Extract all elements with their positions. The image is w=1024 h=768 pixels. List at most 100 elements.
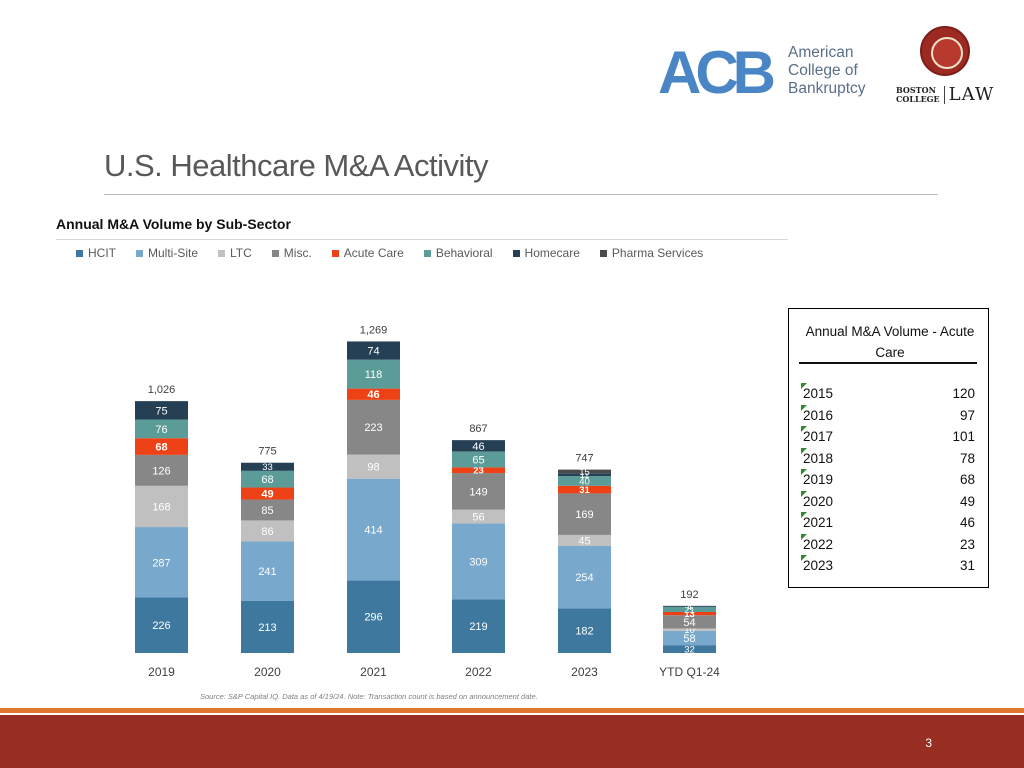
boston-college-law-logo: BOSTON COLLEGE LAW bbox=[896, 84, 994, 105]
acb-logo-letters: ACB bbox=[658, 39, 776, 106]
bar-segment-homecare bbox=[347, 341, 400, 360]
acb-logo-text: American College of Bankruptcy bbox=[788, 44, 866, 98]
data-label-ltc: 168 bbox=[152, 501, 170, 513]
x-axis-tick-label: 2023 bbox=[571, 665, 598, 679]
acute-care-year: 2018 bbox=[803, 450, 834, 466]
legend-label: LTC bbox=[230, 246, 252, 260]
acute-care-table-rows: 2015 120 2016 97 2017 101 2018 78 2019 68 2020 49 20… bbox=[801, 383, 975, 580]
bar-segment-misc bbox=[135, 454, 188, 486]
bar-segment-hcit bbox=[135, 597, 188, 653]
acb-logo: ACB American College of Bankruptcy bbox=[658, 42, 898, 104]
data-label-misc: 126 bbox=[152, 465, 170, 477]
data-label-behavioral: 21 bbox=[684, 605, 695, 616]
slide-title: U.S. Healthcare M&A Activity bbox=[104, 148, 488, 183]
page-number: 3 bbox=[925, 736, 932, 750]
cell-note-flag-icon bbox=[801, 447, 807, 454]
data-label-homecare: 33 bbox=[262, 462, 273, 473]
acute-care-year: 2016 bbox=[803, 407, 834, 423]
bar-total-label: 1,026 bbox=[148, 384, 176, 396]
acute-care-value: 101 bbox=[952, 429, 975, 444]
boston-college-seal bbox=[920, 26, 970, 76]
legend-label: Misc. bbox=[283, 246, 312, 260]
data-label-ltc: 56 bbox=[472, 511, 484, 523]
legend-label: Pharma Services bbox=[611, 246, 704, 260]
acute-care-value: 31 bbox=[959, 558, 975, 573]
chart-title: Annual M&A Volume by Sub-Sector bbox=[56, 216, 291, 232]
data-label-multi-site: 287 bbox=[152, 557, 170, 569]
cell-note-flag-icon bbox=[801, 469, 807, 475]
bar-segment-behavioral bbox=[347, 359, 400, 389]
acute-care-value: 78 bbox=[959, 450, 975, 466]
data-label-misc: 169 bbox=[575, 509, 593, 521]
legend-swatch bbox=[76, 249, 83, 257]
bar-segment-hcit bbox=[452, 599, 505, 653]
legend-item-ltc: LTC bbox=[218, 246, 252, 260]
bar-segment-homecare bbox=[135, 401, 188, 420]
legend-swatch bbox=[331, 249, 339, 257]
data-label-acute-care: 13 bbox=[684, 609, 695, 620]
legend-item-misc: Misc. bbox=[271, 246, 312, 260]
bar-segment-acute-care bbox=[452, 467, 505, 474]
bar-total-label: 1,269 bbox=[360, 324, 388, 336]
bar-segment-hcit bbox=[663, 645, 716, 653]
x-axis-tick-label: YTD Q1-24 bbox=[659, 665, 720, 679]
legend-swatch bbox=[599, 249, 607, 257]
legend-swatch bbox=[512, 249, 520, 257]
acute-care-value: 120 bbox=[952, 386, 975, 401]
bar-segment-misc bbox=[452, 473, 505, 510]
bar-segment-multi-site bbox=[663, 630, 716, 646]
bar-total-label: 867 bbox=[469, 423, 487, 435]
legend-label: Multi-Site bbox=[148, 246, 199, 260]
data-label-hcit: 213 bbox=[258, 622, 276, 634]
acb-logo-line-3: Bankruptcy bbox=[788, 80, 866, 97]
acute-care-value: 46 bbox=[959, 515, 975, 530]
data-label-multi-site: 309 bbox=[469, 556, 487, 568]
bar-segment-hcit bbox=[241, 600, 294, 653]
chart-legend: HCIT Multi-Site LTC Misc. Acute Care Behavior… bbox=[76, 246, 723, 260]
bar-segment-hcit bbox=[558, 608, 611, 653]
bar-segment-ltc bbox=[135, 485, 188, 528]
acute-care-row: 2018 78 bbox=[801, 447, 975, 473]
data-label-hcit: 219 bbox=[469, 621, 487, 633]
bar-segment-acute-care bbox=[135, 438, 188, 455]
data-label-homecare: 4 bbox=[687, 602, 692, 613]
legend-label: Behavioral bbox=[435, 246, 493, 260]
cell-note-flag-icon bbox=[801, 555, 807, 561]
footer-accent-strip bbox=[0, 708, 1024, 713]
data-label-ltc: 10 bbox=[684, 625, 695, 636]
data-label-behavioral: 40 bbox=[579, 476, 590, 487]
bar-segment-homecare bbox=[452, 440, 505, 452]
data-label-hcit: 226 bbox=[152, 620, 170, 632]
acute-care-row: 2023 31 bbox=[801, 555, 975, 580]
acute-care-row: 2017 101 bbox=[801, 426, 975, 451]
x-axis-tick-label: 2022 bbox=[465, 665, 492, 679]
acute-care-value: 97 bbox=[959, 407, 975, 423]
acute-care-table-title: Annual M&A Volume - Acute Care bbox=[805, 324, 975, 360]
data-label-acute-care: 23 bbox=[473, 466, 484, 477]
footer-bar: 3 bbox=[0, 715, 1024, 768]
legend-item-multi-site: Multi-Site bbox=[136, 246, 198, 260]
data-label-acute-care: 46 bbox=[367, 389, 379, 401]
legend-label: Acute Care bbox=[343, 246, 404, 260]
acute-care-row: 2015 120 bbox=[801, 383, 975, 408]
data-label-behavioral: 68 bbox=[261, 474, 273, 486]
acute-care-value: 49 bbox=[959, 493, 975, 509]
bar-segment-multi-site bbox=[558, 545, 611, 609]
bar-segment-behavioral bbox=[452, 451, 505, 468]
cell-note-flag-icon bbox=[801, 533, 807, 540]
bar-segment-ltc bbox=[663, 628, 716, 631]
data-label-homecare: 75 bbox=[155, 405, 167, 417]
acute-care-year: 2022 bbox=[803, 536, 834, 552]
legend-swatch bbox=[423, 249, 431, 257]
bar-segment-misc bbox=[347, 399, 400, 455]
bar-segment-homecare bbox=[558, 473, 611, 476]
cell-note-flag-icon bbox=[801, 512, 807, 518]
data-label-ltc: 86 bbox=[261, 526, 273, 538]
data-label-multi-site: 414 bbox=[364, 524, 382, 536]
legend-item-acute-care: Acute Care bbox=[331, 246, 404, 260]
bar-segment-ltc bbox=[347, 454, 400, 479]
bar-total-label: 775 bbox=[258, 446, 276, 458]
bar-segment-hcit bbox=[347, 580, 400, 653]
legend-item-pharma-services: Pharma Services bbox=[599, 246, 704, 260]
data-label-behavioral: 76 bbox=[155, 424, 167, 436]
